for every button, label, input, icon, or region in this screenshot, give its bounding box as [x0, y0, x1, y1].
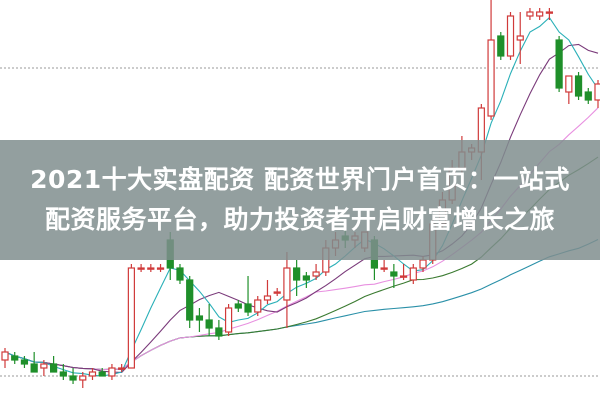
candle-down	[234, 303, 242, 309]
candle-up	[409, 267, 417, 281]
candle-up	[312, 271, 320, 277]
candle-down	[59, 371, 67, 377]
candle-up	[40, 363, 48, 369]
headline-banner: 2021十大实盘配资 配资世界门户首页：一站式 配资服务平台，助力投资者开启财富…	[0, 140, 600, 260]
candle-down	[30, 363, 38, 373]
candle-down	[11, 355, 19, 361]
candle-up	[88, 371, 97, 377]
candle-up	[156, 267, 165, 270]
candle-up	[380, 267, 388, 270]
candle-up	[399, 275, 408, 278]
candle-down	[176, 267, 184, 281]
candle-up	[594, 83, 600, 101]
candle-up	[127, 267, 135, 369]
candle-up	[487, 39, 495, 117]
candle-up	[516, 35, 524, 41]
candle-down	[244, 303, 252, 313]
candle-down	[574, 75, 583, 97]
candle-down	[49, 363, 58, 373]
candle-up	[118, 367, 126, 370]
candle-up	[263, 295, 272, 301]
candle-down	[186, 279, 194, 321]
candle-up	[545, 11, 554, 14]
candle-down	[302, 275, 310, 281]
candle-up	[108, 367, 116, 377]
candle-down	[98, 371, 106, 377]
candle-down	[20, 359, 29, 365]
candle-down	[497, 35, 505, 57]
candle-down	[215, 327, 223, 337]
candle-up	[536, 11, 544, 17]
candle-up	[79, 375, 87, 381]
candle-down	[390, 271, 398, 277]
candle-down	[195, 315, 204, 321]
candle-up	[1, 351, 9, 361]
candle-up	[565, 75, 573, 93]
candle-down	[555, 39, 563, 89]
candle-up	[283, 267, 291, 301]
headline-line-2: 配资服务平台，助力投资者开启财富增长之旅	[44, 205, 555, 234]
candle-up	[273, 291, 281, 294]
candle-up	[137, 267, 145, 270]
candle-down	[293, 267, 301, 281]
candle-up	[147, 267, 155, 270]
candle-up	[254, 299, 262, 313]
candle-down	[584, 91, 592, 101]
candle-down	[205, 319, 213, 329]
candle-up	[224, 307, 233, 333]
candle-up	[526, 11, 534, 17]
candle-up	[506, 15, 515, 57]
candle-up	[419, 259, 427, 269]
candle-down	[69, 375, 77, 381]
headline-line-1: 2021十大实盘配资 配资世界门户首页：一站式	[30, 165, 570, 194]
